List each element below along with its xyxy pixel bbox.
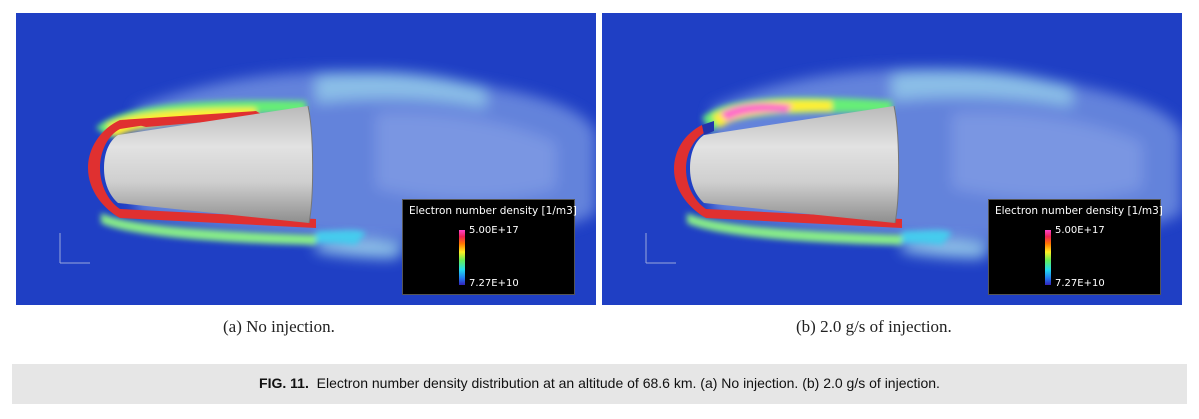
- subcaption-b: (b) 2.0 g/s of injection.: [796, 317, 952, 336]
- legend-min-value: 7.27E+10: [469, 278, 519, 289]
- figure-label: FIG. 11.: [259, 375, 309, 391]
- colorbar-legend-a: Electron number density [1/m3] 5.00E+17 …: [402, 199, 577, 295]
- colorbar-gradient: [1045, 230, 1051, 285]
- plot-panel-b: Electron number density [1/m3] 5.00E+17 …: [602, 13, 1182, 305]
- legend-min-value: 7.27E+10: [1055, 278, 1105, 289]
- legend-title: Electron number density [1/m3]: [995, 205, 1163, 217]
- caption-body: Electron number density distribution at …: [316, 375, 940, 391]
- figure-caption: FIG. 11. Electron number density distrib…: [12, 364, 1187, 404]
- legend-max-value: 5.00E+17: [469, 225, 519, 236]
- legend-title: Electron number density [1/m3]: [409, 205, 577, 217]
- plot-panel-a: Electron number density [1/m3] 5.00E+17 …: [16, 13, 596, 305]
- colorbar-gradient: [459, 230, 465, 285]
- density-field-image-a: [16, 13, 596, 305]
- legend-max-value: 5.00E+17: [1055, 225, 1105, 236]
- caption-text: FIG. 11. Electron number density distrib…: [12, 375, 1187, 391]
- colorbar-legend-b: Electron number density [1/m3] 5.00E+17 …: [988, 199, 1163, 295]
- subcaption-a: (a) No injection.: [223, 317, 335, 336]
